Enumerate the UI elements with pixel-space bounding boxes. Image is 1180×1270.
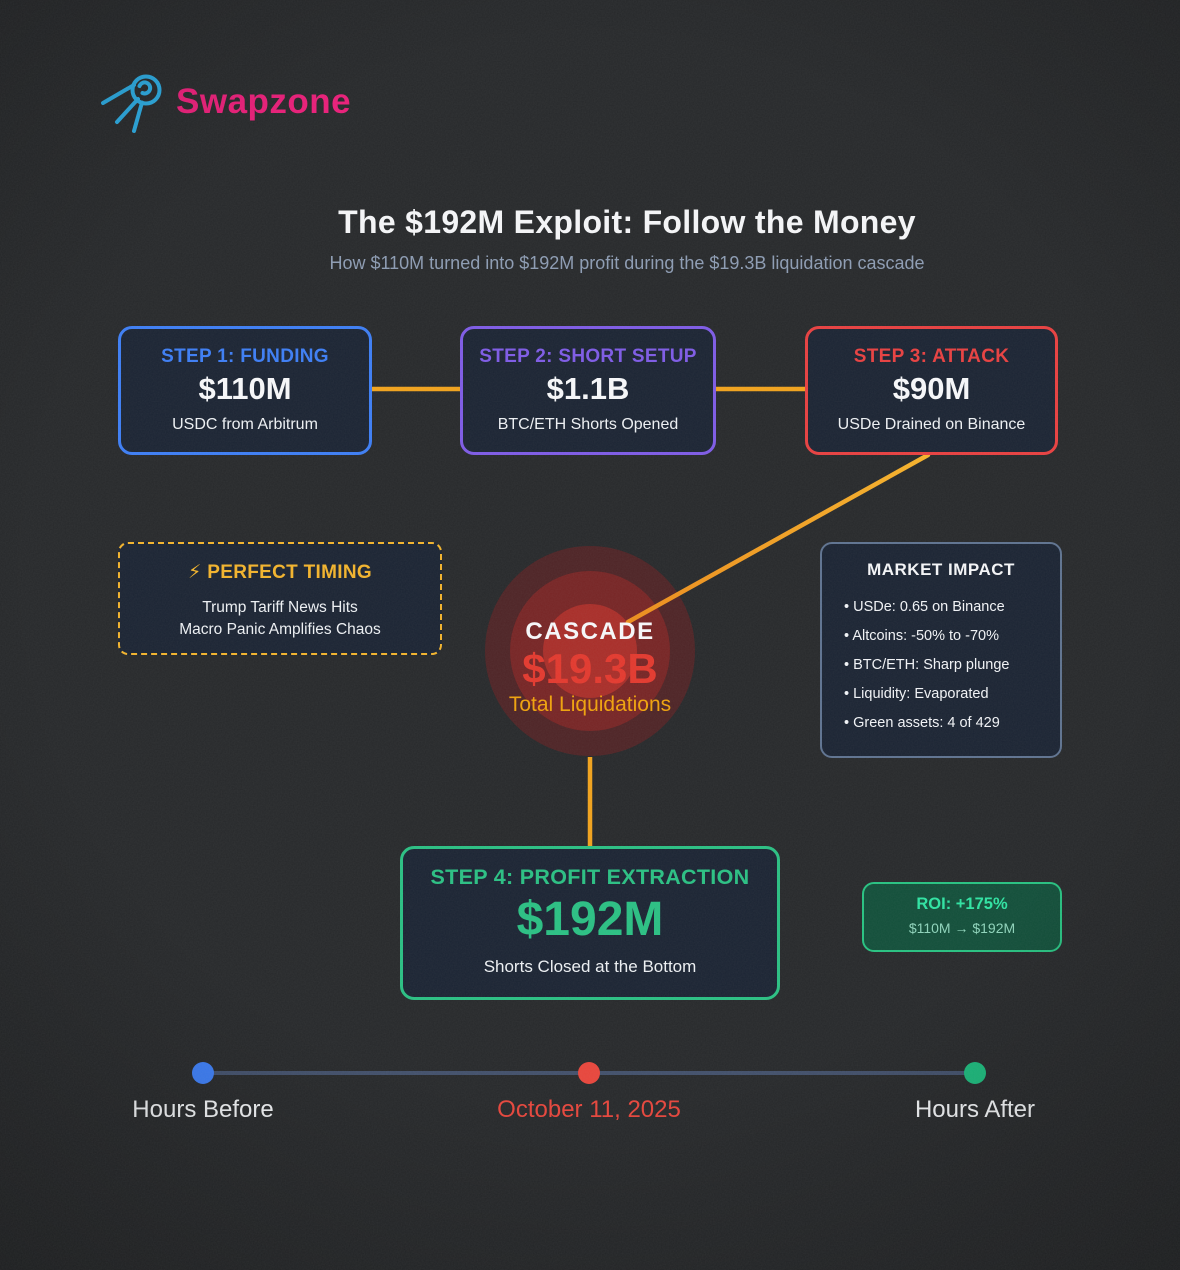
lightning-icon: ⚡ xyxy=(188,562,202,583)
brand-name[interactable]: Swapzone xyxy=(176,82,352,121)
step-2-amount: $1.1B xyxy=(546,371,630,406)
timing-line-2: Macro Panic Amplifies Chaos xyxy=(179,621,381,638)
step-4-desc: Shorts Closed at the Bottom xyxy=(483,957,697,976)
step-4-box: STEP 4: PROFIT EXTRACTION $192M Shorts C… xyxy=(400,846,780,1000)
timing-line-1: Trump Tariff News Hits xyxy=(202,599,358,616)
step-2-box: STEP 2: SHORT SETUP $1.1B BTC/ETH Shorts… xyxy=(460,326,716,455)
roi-subtitle: $110M → $192M xyxy=(908,920,1016,936)
roi-box: ROI: +175% $110M → $192M xyxy=(862,882,1062,952)
cascade-label: CASCADE xyxy=(525,618,655,645)
satellite-icon xyxy=(101,74,162,133)
step-1-desc: USDC from Arbitrum xyxy=(172,416,318,433)
market-impact-item: Green assets: 4 of 429 xyxy=(844,709,1060,738)
market-impact-title: MARKET IMPACT xyxy=(867,560,1015,579)
step-1-amount: $110M xyxy=(198,371,292,406)
roi-title: ROI: +175% xyxy=(916,895,1008,913)
market-impact-item: Liquidity: Evaporated xyxy=(844,680,1060,709)
step-4-label: STEP 4: PROFIT EXTRACTION xyxy=(430,865,750,889)
timeline-point-after: Hours After xyxy=(875,1062,1075,1124)
step-4-amount: $192M xyxy=(516,893,664,946)
header: The $192M Exploit: Follow the Money How … xyxy=(127,204,1127,274)
timeline-dot-green xyxy=(964,1062,986,1084)
market-impact-list: USDe: 0.65 on Binance Altcoins: -50% to … xyxy=(844,593,1060,738)
page-subtitle: How $110M turned into $192M profit durin… xyxy=(329,253,925,273)
market-impact-box: MARKET IMPACT USDe: 0.65 on Binance Altc… xyxy=(820,542,1062,758)
cascade-node: CASCADE $19.3B Total Liquidations xyxy=(440,618,740,718)
timeline-point-event: October 11, 2025 xyxy=(489,1062,689,1124)
step-2-desc: BTC/ETH Shorts Opened xyxy=(497,416,679,433)
step-3-label: STEP 3: ATTACK xyxy=(853,346,1010,367)
perfect-timing-title: ⚡ PERFECT TIMING xyxy=(120,561,440,584)
perfect-timing-text: PERFECT TIMING xyxy=(207,562,372,583)
step-3-box: STEP 3: ATTACK $90M USDe Drained on Bina… xyxy=(805,326,1058,455)
step-3-desc: USDe Drained on Binance xyxy=(837,416,1026,433)
timeline-dot-red xyxy=(578,1062,600,1084)
market-impact-item: BTC/ETH: Sharp plunge xyxy=(844,651,1060,680)
step-2-label: STEP 2: SHORT SETUP xyxy=(479,346,697,367)
perfect-timing-lines: Trump Tariff News Hits Macro Panic Ampli… xyxy=(120,597,440,641)
timeline-label: Hours After xyxy=(914,1096,1036,1123)
timeline-dot-blue xyxy=(192,1062,214,1084)
market-impact-item: USDe: 0.65 on Binance xyxy=(844,593,1060,622)
timeline-label: Hours Before xyxy=(132,1096,274,1123)
cascade-amount: $19.3B xyxy=(522,645,658,692)
timeline-point-before: Hours Before xyxy=(103,1062,303,1124)
step-1-label: STEP 1: FUNDING xyxy=(161,346,329,367)
cascade-caption: Total Liquidations xyxy=(508,693,672,716)
market-impact-item: Altcoins: -50% to -70% xyxy=(844,622,1060,651)
page-title: The $192M Exploit: Follow the Money xyxy=(338,204,916,240)
timeline-label: October 11, 2025 xyxy=(497,1096,681,1123)
perfect-timing-box: ⚡ PERFECT TIMING Trump Tariff News Hits … xyxy=(118,542,442,655)
step-1-box: STEP 1: FUNDING $110M USDC from Arbitrum xyxy=(118,326,372,455)
step-3-amount: $90M xyxy=(892,371,971,406)
